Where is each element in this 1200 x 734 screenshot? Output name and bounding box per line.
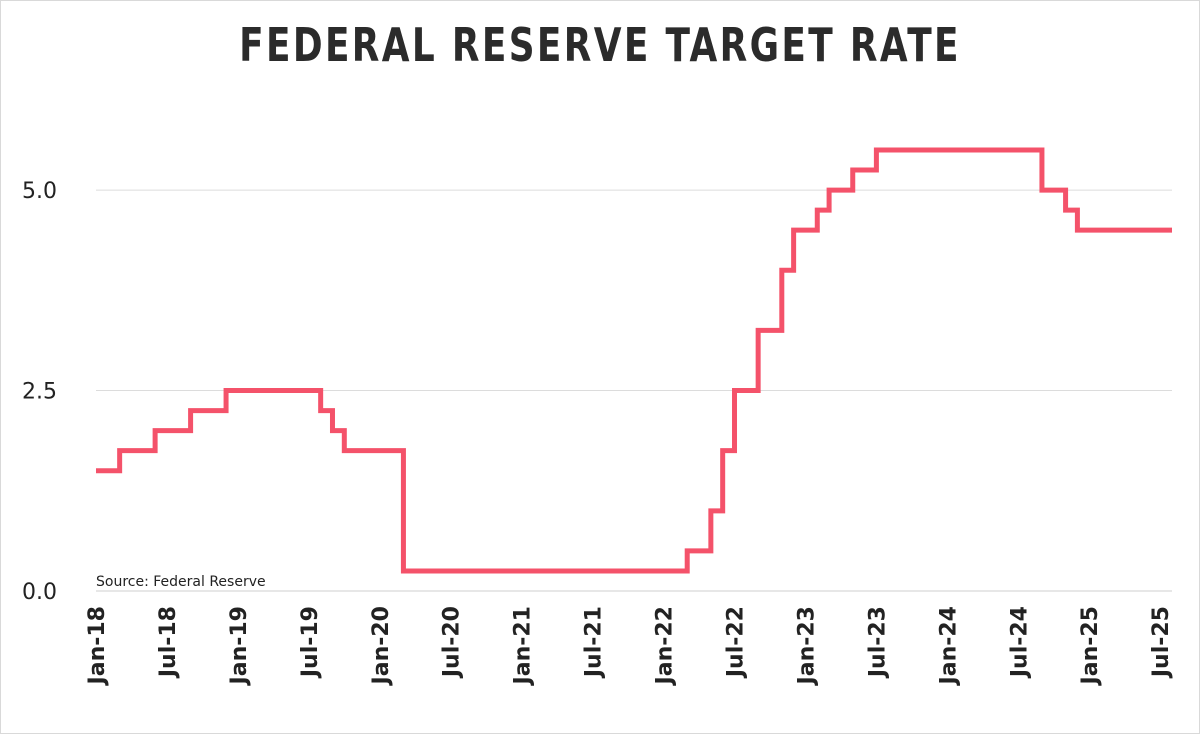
x-tick-label: Jan-23 — [794, 606, 819, 686]
source-note: Source: Federal Reserve — [96, 574, 266, 590]
x-tick-label: Jan-19 — [227, 606, 252, 686]
series-layer — [96, 147, 1172, 574]
x-tick-label: Jan-21 — [511, 606, 536, 686]
x-tick-label: Jul-18 — [156, 606, 181, 679]
x-tick-label: Jan-22 — [653, 606, 678, 686]
y-tick-label: 5.0 — [22, 179, 57, 204]
x-tick-label: Jul-22 — [724, 606, 749, 679]
x-tick-label: Jan-20 — [369, 606, 394, 686]
series-line-0 — [96, 147, 1172, 574]
x-tick-label: Jul-25 — [1149, 606, 1174, 679]
x-tick-label: Jul-21 — [582, 606, 607, 679]
x-axis: Jan-18 Jul-18 Jan-19 Jul-19 Jan-20 Jul-20 Jan-… — [85, 606, 1174, 686]
x-tick-label: Jul-19 — [298, 606, 323, 679]
y-tick-label: 2.5 — [22, 380, 57, 405]
y-axis: 0.0 2.5 5.0 — [22, 179, 57, 605]
x-tick-label: Jul-20 — [440, 606, 465, 679]
x-tick-label: Jul-24 — [1007, 606, 1032, 679]
x-tick-label: Jan-18 — [85, 606, 110, 686]
chart-title: FEDERAL RESERVE TARGET RATE — [239, 18, 961, 72]
x-tick-label: Jul-23 — [865, 606, 890, 679]
x-tick-label: Jan-25 — [1078, 606, 1103, 686]
y-tick-label: 0.0 — [22, 580, 57, 605]
x-tick-label: Jan-24 — [936, 606, 961, 686]
